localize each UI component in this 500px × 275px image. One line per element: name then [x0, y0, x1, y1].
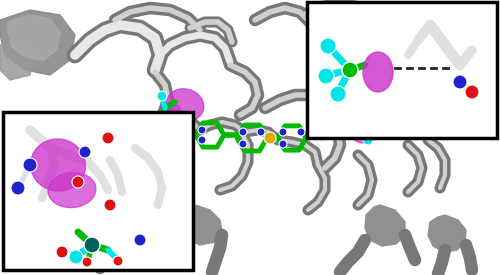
Polygon shape	[83, 195, 130, 243]
Circle shape	[104, 199, 116, 211]
Circle shape	[363, 135, 373, 145]
Circle shape	[23, 158, 37, 172]
Circle shape	[372, 119, 382, 129]
Polygon shape	[428, 215, 466, 252]
Circle shape	[279, 128, 287, 136]
Circle shape	[342, 62, 358, 78]
Circle shape	[84, 237, 100, 253]
Circle shape	[69, 250, 83, 264]
Circle shape	[165, 120, 175, 130]
Circle shape	[279, 140, 287, 148]
Circle shape	[330, 86, 346, 102]
Circle shape	[264, 132, 276, 144]
Circle shape	[134, 234, 146, 246]
Circle shape	[11, 181, 25, 195]
Circle shape	[176, 124, 188, 136]
Ellipse shape	[351, 121, 379, 143]
Polygon shape	[83, 195, 130, 243]
Ellipse shape	[166, 89, 204, 121]
Circle shape	[320, 38, 336, 54]
Ellipse shape	[48, 172, 96, 208]
Circle shape	[113, 256, 123, 266]
Circle shape	[453, 75, 467, 89]
Polygon shape	[0, 10, 75, 75]
Circle shape	[157, 91, 167, 101]
Circle shape	[297, 128, 305, 136]
Circle shape	[239, 140, 247, 148]
Circle shape	[72, 176, 84, 188]
Circle shape	[56, 246, 68, 258]
Circle shape	[465, 85, 479, 99]
Circle shape	[82, 257, 92, 267]
Bar	[3, 112, 193, 270]
Circle shape	[79, 146, 91, 158]
Polygon shape	[0, 40, 35, 80]
Circle shape	[198, 126, 206, 134]
Circle shape	[198, 136, 206, 144]
Circle shape	[316, 129, 328, 141]
Bar	[307, 2, 497, 138]
Circle shape	[257, 128, 265, 136]
Circle shape	[102, 132, 114, 144]
Circle shape	[318, 68, 334, 84]
Polygon shape	[365, 205, 405, 246]
Polygon shape	[8, 15, 60, 60]
Circle shape	[239, 128, 247, 136]
Ellipse shape	[159, 103, 181, 121]
Ellipse shape	[363, 52, 393, 92]
Ellipse shape	[30, 139, 86, 191]
Polygon shape	[182, 205, 222, 245]
